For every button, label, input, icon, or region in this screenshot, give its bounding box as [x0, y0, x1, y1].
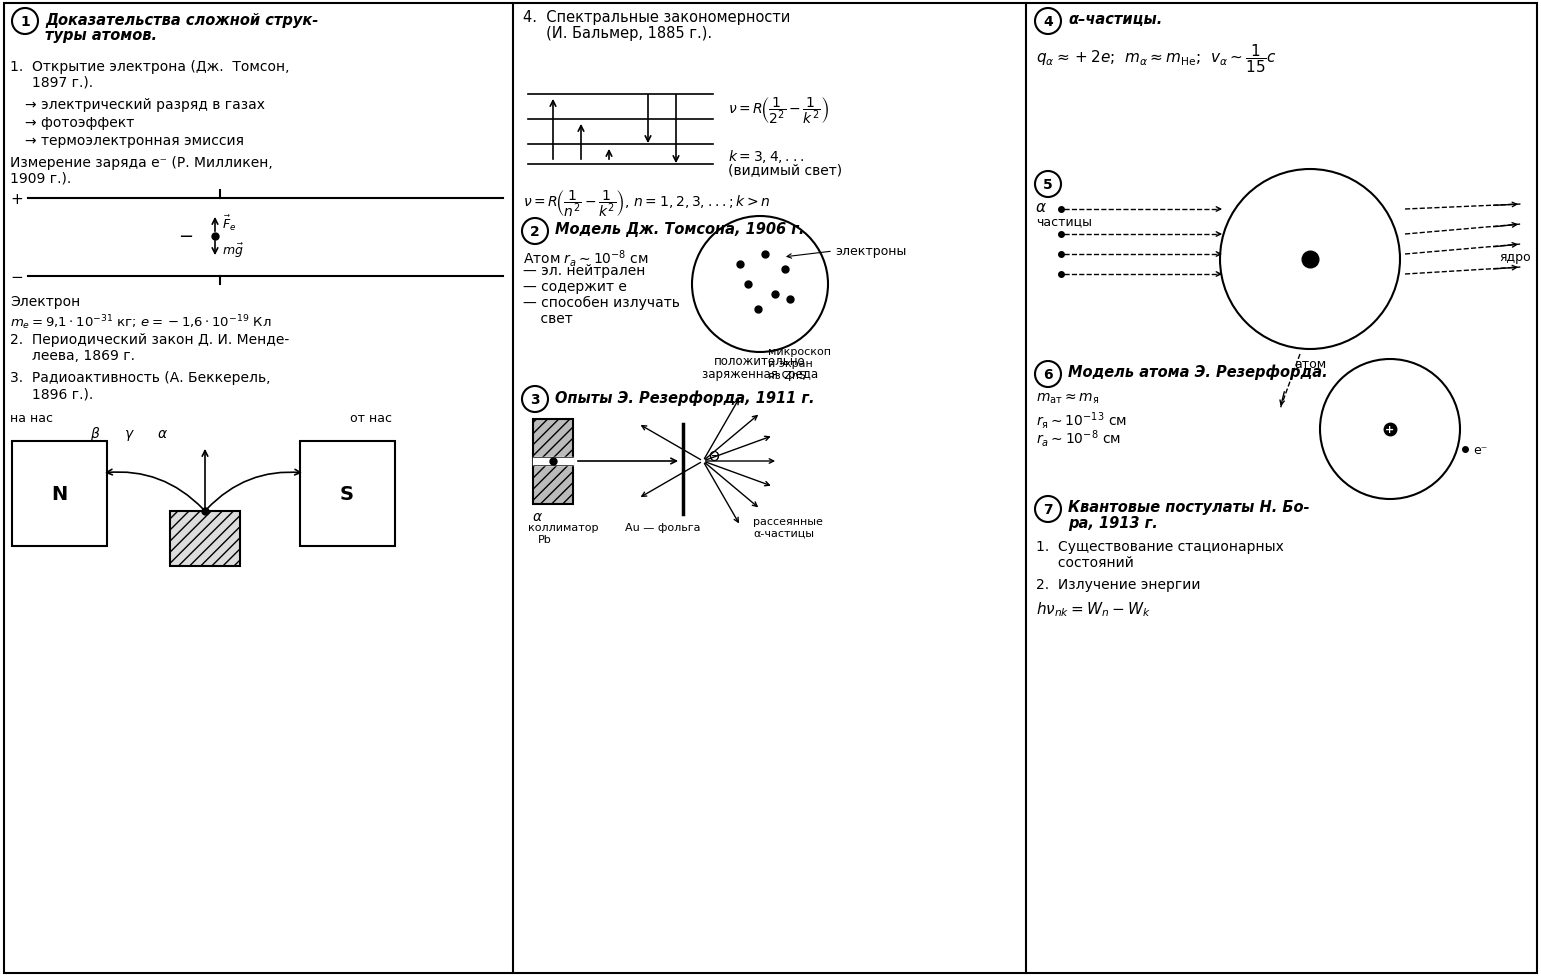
- Text: яз ZnS: яз ZnS: [767, 370, 806, 381]
- Text: (видимый свет): (видимый свет): [727, 163, 841, 177]
- Text: $\vec{F}_e$: $\vec{F}_e$: [222, 213, 236, 233]
- Text: леева, 1869 г.: леева, 1869 г.: [9, 349, 136, 362]
- Text: +: +: [1385, 425, 1395, 435]
- Text: α-частицы: α-частицы: [754, 529, 814, 538]
- Text: частицы: частицы: [1036, 215, 1093, 228]
- Text: α: α: [1036, 199, 1046, 215]
- Text: $r_a \sim 10^{-8}$ см: $r_a \sim 10^{-8}$ см: [1036, 428, 1120, 448]
- Text: $q_\alpha \approx +2e$;  $m_\alpha \approx m_{\rm He}$;  $v_\alpha \sim \dfrac{1: $q_\alpha \approx +2e$; $m_\alpha \appro…: [1036, 42, 1277, 74]
- Text: состояний: состояний: [1036, 556, 1134, 570]
- Text: $r_{\rm я} \sim 10^{-13}$ см: $r_{\rm я} \sim 10^{-13}$ см: [1036, 409, 1126, 431]
- Text: +: +: [9, 191, 23, 206]
- Text: 1: 1: [20, 15, 29, 29]
- Text: Модель атома Э. Резерфорда.: Модель атома Э. Резерфорда.: [1068, 364, 1328, 380]
- Text: рассеянные: рассеянные: [754, 517, 823, 527]
- Text: α: α: [159, 427, 166, 441]
- Text: 2.  Излучение энергии: 2. Излучение энергии: [1036, 577, 1200, 591]
- Text: Доказательства сложной струк-: Доказательства сложной струк-: [45, 13, 319, 28]
- Text: — содержит e: — содержит e: [522, 279, 627, 294]
- Text: → электрический разряд в газах: → электрический разряд в газах: [25, 98, 265, 112]
- Text: Атом $r_a \sim 10^{-8}$ см: Атом $r_a \sim 10^{-8}$ см: [522, 248, 649, 269]
- Text: — эл. нейтрален: — эл. нейтрален: [522, 264, 646, 277]
- Text: 1909 г.).: 1909 г.).: [9, 172, 71, 186]
- Text: Au — фольга: Au — фольга: [626, 523, 701, 532]
- Text: 1.  Открытие электрона (Дж.  Томсон,: 1. Открытие электрона (Дж. Томсон,: [9, 60, 290, 74]
- Text: микроскоп: микроскоп: [767, 347, 831, 357]
- Text: электроны: электроны: [835, 245, 906, 258]
- Text: заряженная среда: заряженная среда: [703, 367, 818, 381]
- Text: Квантовые постулаты Н. Бо-: Квантовые постулаты Н. Бо-: [1068, 499, 1310, 515]
- Text: Электрон: Электрон: [9, 295, 80, 309]
- Text: 5: 5: [1043, 178, 1053, 191]
- Text: — способен излучать: — способен излучать: [522, 296, 680, 310]
- Text: Pb: Pb: [538, 534, 552, 544]
- Text: $\nu = R\!\left(\dfrac{1}{2^2} - \dfrac{1}{k^2}\right)$: $\nu = R\!\left(\dfrac{1}{2^2} - \dfrac{…: [727, 95, 829, 126]
- Text: → фотоэффект: → фотоэффект: [25, 116, 134, 130]
- Text: на нас: на нас: [9, 411, 52, 425]
- Text: туры атомов.: туры атомов.: [45, 28, 157, 43]
- Text: ядро: ядро: [1499, 251, 1532, 264]
- Text: S: S: [341, 484, 354, 503]
- Text: −: −: [179, 228, 193, 246]
- Text: → термоэлектронная эмиссия: → термоэлектронная эмиссия: [25, 134, 243, 148]
- Text: 1.  Существование стационарных: 1. Существование стационарных: [1036, 539, 1284, 553]
- Text: 4: 4: [1043, 15, 1053, 29]
- Text: 1897 г.).: 1897 г.).: [9, 76, 92, 90]
- Text: $m_e = 9{,}1\cdot10^{-31}$ кг; $e = -1{,}6\cdot10^{-19}$ Кл: $m_e = 9{,}1\cdot10^{-31}$ кг; $e = -1{,…: [9, 313, 271, 331]
- Text: $\nu = R\!\left(\dfrac{1}{n^2} - \dfrac{1}{k^2}\right)$, $n = 1, 2, 3, ...; k > : $\nu = R\!\left(\dfrac{1}{n^2} - \dfrac{…: [522, 188, 770, 219]
- Text: $h\nu_{nk} = W_n - W_k$: $h\nu_{nk} = W_n - W_k$: [1036, 599, 1151, 618]
- Text: 3.  Радиоактивность (А. Беккерель,: 3. Радиоактивность (А. Беккерель,: [9, 370, 271, 385]
- Text: от нас: от нас: [350, 411, 391, 425]
- Text: 1896 г.).: 1896 г.).: [9, 387, 94, 401]
- Circle shape: [692, 217, 828, 353]
- Text: и экран: и экран: [767, 359, 812, 368]
- Text: коллиматор: коллиматор: [529, 523, 598, 532]
- Text: 3: 3: [530, 393, 539, 406]
- Text: Модель Дж. Томсона, 1906 г.: Модель Дж. Томсона, 1906 г.: [555, 222, 804, 236]
- Text: ра, 1913 г.: ра, 1913 г.: [1068, 516, 1157, 531]
- Text: γ: γ: [125, 427, 133, 441]
- Text: −: −: [9, 270, 23, 284]
- Text: (И. Бальмер, 1885 г.).: (И. Бальмер, 1885 г.).: [522, 26, 712, 41]
- Text: свет: свет: [522, 312, 573, 325]
- Text: Опыты Э. Резерфорда, 1911 г.: Опыты Э. Резерфорда, 1911 г.: [555, 390, 815, 405]
- Text: Θ: Θ: [707, 449, 718, 463]
- Text: α–частицы.: α–частицы.: [1068, 12, 1162, 27]
- Text: $m\vec{g}$: $m\vec{g}$: [222, 241, 243, 260]
- Bar: [12, 442, 106, 546]
- Text: α: α: [533, 509, 542, 524]
- Text: 2: 2: [530, 225, 539, 238]
- Bar: [170, 512, 240, 567]
- Text: атом: атом: [1294, 358, 1327, 370]
- Text: 4.  Спектральные закономерности: 4. Спектральные закономерности: [522, 10, 791, 25]
- Text: β: β: [89, 427, 99, 441]
- Text: положительно: положительно: [713, 355, 806, 367]
- Text: $m_{\rm ат} \approx m_{\rm я}$: $m_{\rm ат} \approx m_{\rm я}$: [1036, 392, 1099, 406]
- Text: 6: 6: [1043, 367, 1053, 382]
- Text: N: N: [51, 484, 68, 503]
- Text: e⁻: e⁻: [1473, 443, 1487, 456]
- Text: $k = 3, 4, ...$: $k = 3, 4, ...$: [727, 148, 804, 165]
- Bar: [533, 419, 573, 504]
- Bar: [300, 442, 394, 546]
- Text: 7: 7: [1043, 502, 1053, 517]
- Text: Измерение заряда e⁻ (Р. Милликен,: Измерение заряда e⁻ (Р. Милликен,: [9, 156, 273, 170]
- Text: 2.  Периодический закон Д. И. Менде-: 2. Периодический закон Д. И. Менде-: [9, 332, 290, 347]
